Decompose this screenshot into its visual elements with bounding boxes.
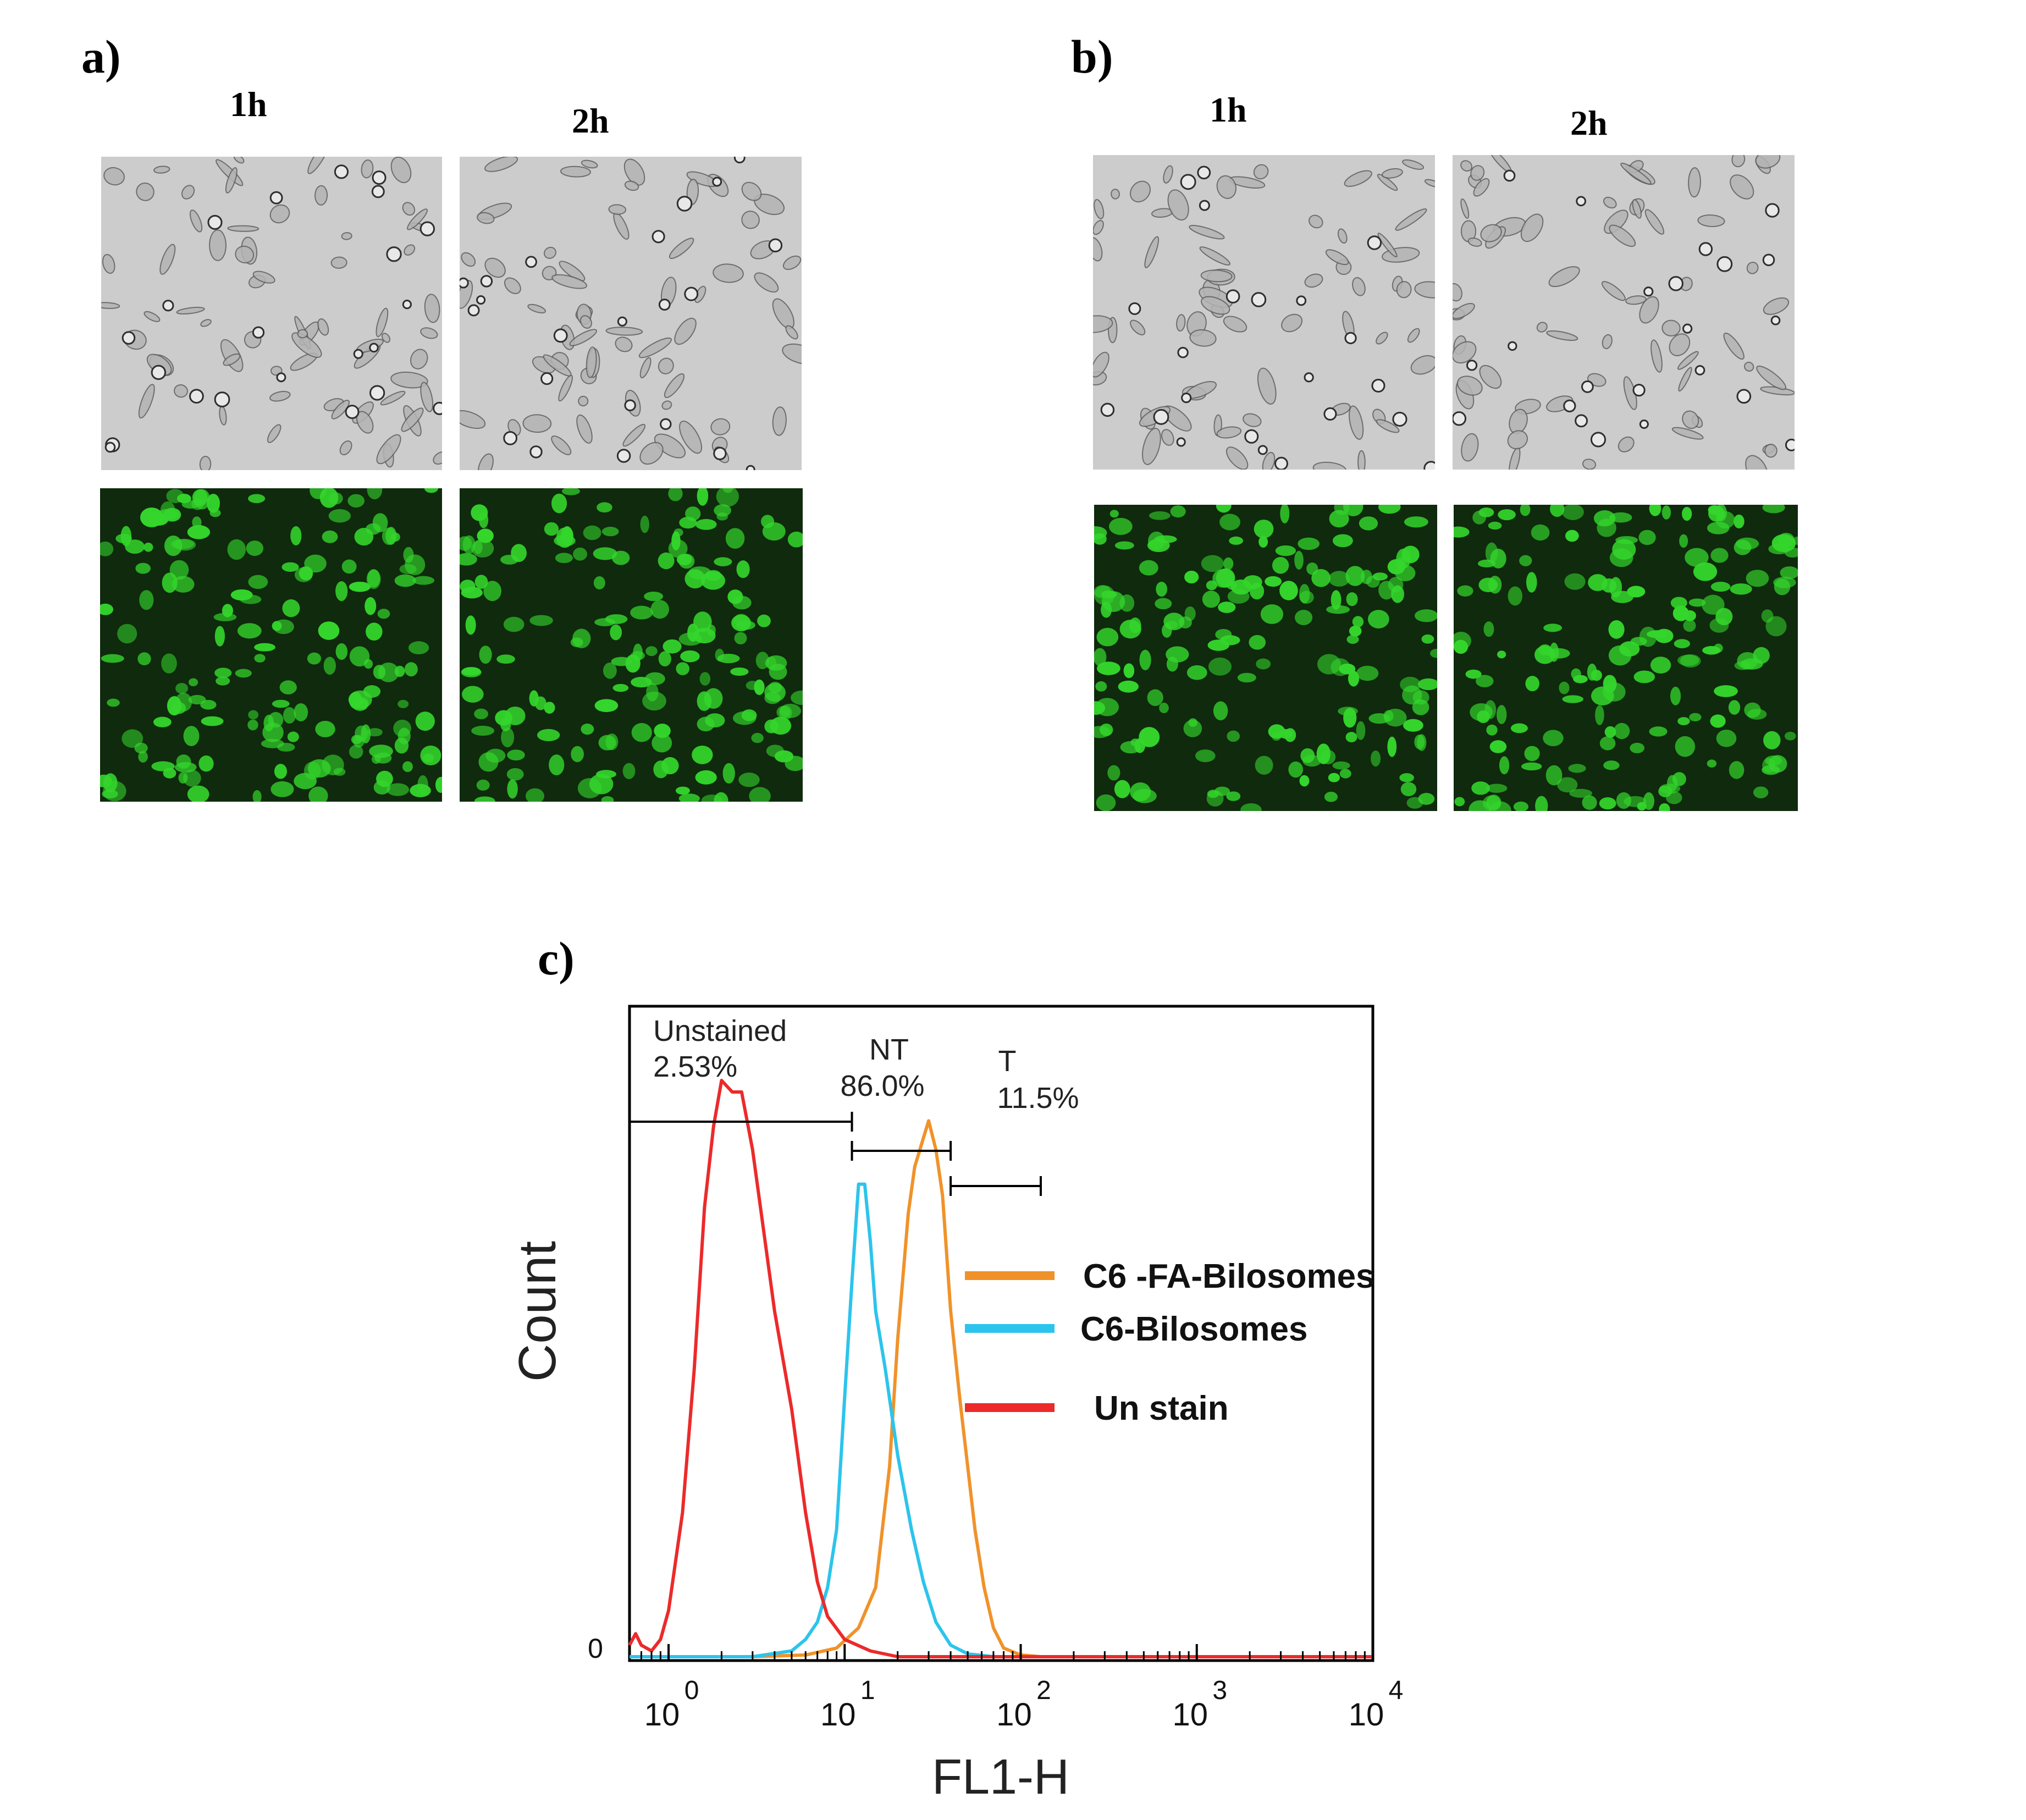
panel-b-2h-fluorescence-image <box>1454 505 1798 811</box>
panel-c-label: c) <box>538 932 575 985</box>
gate-percent-label: 11.5% <box>997 1082 1079 1115</box>
x-tick-exponent: 4 <box>1389 1676 1404 1705</box>
legend-item: Un stain <box>965 1389 1229 1427</box>
x-tick-label: 10 <box>644 1697 680 1733</box>
gate-nt <box>851 1141 952 1161</box>
x-tick-exponent: 3 <box>1212 1676 1227 1705</box>
y-axis-label: Count <box>508 1241 567 1382</box>
plot-frame <box>628 1005 1374 1662</box>
x-tick-label: 10 <box>1173 1697 1208 1733</box>
gate-unstained <box>628 1112 853 1132</box>
panel-a-1h-brightfield-image <box>101 157 442 470</box>
series-line-un-stain <box>628 1079 1373 1658</box>
gate-percent-label: 86.0% <box>840 1069 924 1102</box>
panel-a-time-1h: 1h <box>230 85 267 124</box>
panel-a-label: a) <box>81 30 121 83</box>
x-tick-exponent: 2 <box>1036 1676 1051 1705</box>
x-tick-label: 10 <box>996 1697 1032 1733</box>
panel-b-2h-brightfield-image <box>1453 155 1795 470</box>
panel-b-label: b) <box>1071 30 1113 83</box>
y-tick-label: 0 <box>588 1633 603 1664</box>
legend-item: C6-Bilosomes <box>965 1310 1307 1348</box>
panel-b-time-1h: 1h <box>1210 90 1247 129</box>
x-tick-exponent: 1 <box>860 1676 875 1705</box>
legend-label: C6-Bilosomes <box>1080 1310 1307 1348</box>
legend-label: C6 -FA-Bilosomes <box>1083 1258 1375 1295</box>
x-tick-label: 10 <box>820 1697 856 1733</box>
gate-name-label: Unstained <box>653 1014 787 1047</box>
panel-b-time-2h: 2h <box>1570 103 1608 142</box>
panel-a-time-2h: 2h <box>572 101 609 140</box>
series-line-c6-fa-bilosomes <box>630 1119 1373 1658</box>
panel-b-1h-fluorescence-image <box>1094 505 1437 811</box>
x-tick-exponent: 0 <box>684 1676 699 1705</box>
gate-name-label: T <box>998 1045 1017 1078</box>
gate-name-label: NT <box>869 1033 909 1066</box>
x-axis-label: FL1-H <box>932 1750 1069 1805</box>
panel-a-2h-fluorescence-image <box>460 488 803 802</box>
panel-a-1h-fluorescence-image <box>100 488 442 802</box>
gate-t <box>949 1176 1042 1196</box>
gate-percent-label: 2.53% <box>653 1050 737 1083</box>
panel-a-2h-brightfield-image <box>460 157 802 470</box>
legend-item: C6 -FA-Bilosomes <box>965 1258 1375 1295</box>
series-line-c6-bilosomes <box>630 1182 1373 1658</box>
x-tick-label: 10 <box>1349 1697 1384 1733</box>
legend-label: Un stain <box>1094 1389 1229 1427</box>
panel-b-1h-brightfield-image <box>1093 155 1435 470</box>
